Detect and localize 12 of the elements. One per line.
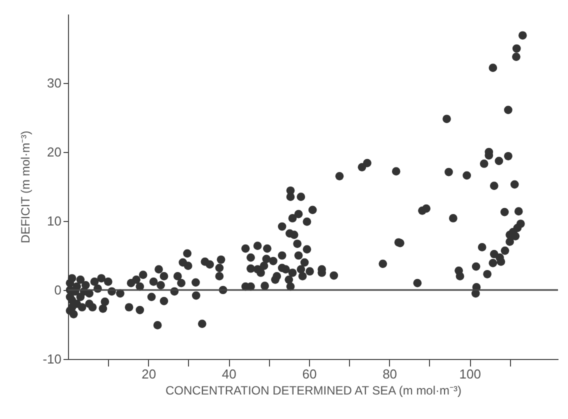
x-tick-label: 40 — [222, 366, 236, 382]
y-tick-label: 0 — [54, 282, 62, 298]
x-tick-label: 60 — [302, 366, 317, 382]
x-tick-label: 20 — [142, 366, 156, 382]
y-tick-label: 20 — [47, 144, 62, 160]
x-tick-label: 80 — [382, 366, 398, 382]
y-tick-label: 30 — [47, 76, 62, 90]
x-tick-label: 100 — [459, 366, 481, 382]
y-tick-label: -10 — [42, 352, 62, 366]
x-axis-title: CONCENTRATION DETERMINED AT SEA (m mol·m⁻³) — [165, 384, 462, 398]
y-axis-title: DEFICIT (m mol·m⁻³) — [18, 130, 33, 244]
y-tick-label: 10 — [47, 214, 62, 228]
